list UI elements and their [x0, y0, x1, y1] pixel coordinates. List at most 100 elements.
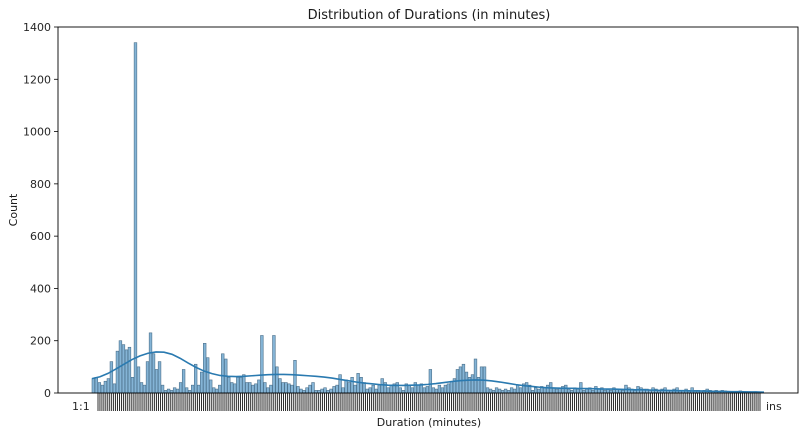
histogram-bar	[142, 384, 147, 394]
histogram-bars	[91, 42, 760, 394]
histogram-bar	[178, 382, 183, 394]
histogram-bar	[260, 335, 264, 394]
histogram-bar	[145, 361, 150, 394]
histogram-bar	[248, 382, 252, 394]
histogram-bar	[374, 388, 378, 394]
histogram-bar	[181, 369, 186, 394]
histogram-bar	[524, 382, 529, 394]
histogram-bar	[503, 388, 508, 394]
histogram-bar	[191, 384, 195, 394]
histogram-bar	[299, 388, 303, 394]
histogram-bar	[91, 378, 96, 394]
histogram-bar	[567, 388, 571, 394]
histogram-bar	[347, 382, 351, 394]
histogram-bar	[293, 360, 297, 394]
x-tick-label-left: 1:1	[72, 400, 90, 413]
histogram-bar	[209, 379, 213, 394]
histogram-bar	[368, 387, 372, 394]
histogram-bar	[194, 363, 198, 394]
histogram-bar	[175, 388, 180, 394]
histogram-bar	[416, 384, 420, 394]
y-axis-ticks: 0 200 400 600 800 1000 1200 1400	[23, 21, 58, 400]
histogram-bar	[437, 384, 442, 394]
histogram-bar	[160, 384, 165, 394]
histogram-bar	[362, 382, 366, 394]
histogram-bar	[172, 387, 177, 394]
histogram-bar	[203, 343, 207, 394]
histogram-bar	[461, 363, 466, 394]
histogram-bar	[543, 387, 547, 394]
histogram-bar	[124, 349, 129, 394]
histogram-bar	[515, 384, 520, 394]
histogram-bar	[148, 332, 153, 394]
histogram-bar	[380, 378, 384, 394]
histogram-bar	[133, 42, 138, 394]
histogram-bar	[464, 371, 469, 394]
histogram-bar	[534, 387, 538, 394]
histogram-bar	[485, 387, 490, 394]
y-tick-label: 1400	[23, 21, 51, 34]
y-tick-label: 0	[44, 387, 51, 400]
histogram-bar	[100, 384, 105, 394]
histogram-bar	[440, 387, 445, 394]
histogram-bar	[425, 386, 430, 394]
y-tick-label: 200	[30, 335, 51, 348]
histogram-bar	[395, 382, 399, 394]
histogram-bar	[338, 374, 342, 394]
histogram-bar	[353, 384, 357, 394]
histogram-bar	[296, 386, 300, 394]
histogram-bar	[428, 369, 433, 394]
histogram-bar	[305, 387, 309, 394]
histogram-bar	[151, 353, 156, 394]
histogram-bar	[434, 388, 439, 394]
histogram-bar	[407, 384, 411, 394]
histogram-bar	[365, 388, 369, 394]
histogram-bar	[97, 382, 102, 394]
histogram-bar	[446, 383, 451, 394]
histogram-bar	[200, 371, 204, 394]
histogram-bar	[383, 382, 387, 394]
y-axis-label: Count	[7, 193, 20, 226]
y-tick-label: 600	[30, 230, 51, 243]
histogram-bar	[470, 374, 475, 394]
histogram-bar	[227, 377, 231, 394]
histogram-bar	[290, 384, 294, 394]
histogram-bar	[389, 384, 393, 394]
kde-curve-line	[91, 351, 765, 394]
histogram-bar	[166, 388, 171, 394]
histogram-bar	[555, 388, 559, 394]
histogram-bar	[230, 382, 234, 394]
histogram-bar	[106, 378, 111, 394]
histogram-bar	[284, 382, 288, 394]
histogram-bar	[109, 361, 114, 394]
histogram-bar	[275, 366, 279, 394]
histogram-bar	[311, 382, 315, 394]
histogram-bar	[410, 387, 414, 394]
histogram-bar	[263, 382, 267, 394]
histogram-bar	[272, 335, 276, 394]
histogram-bar	[386, 387, 390, 394]
histogram-bar	[184, 387, 189, 394]
histogram-bar	[585, 388, 589, 394]
histogram-bar	[121, 344, 126, 394]
y-tick-label: 400	[30, 282, 51, 295]
histogram-bar	[509, 387, 514, 394]
histogram-bar	[371, 384, 375, 394]
histogram-bar	[576, 388, 580, 394]
histogram-bar	[236, 377, 240, 394]
histogram-bar	[308, 384, 312, 394]
histogram-bar	[257, 379, 261, 394]
histogram-bar	[218, 384, 222, 394]
histogram-bar	[212, 387, 216, 394]
histogram-bar	[266, 387, 270, 394]
histogram-bar	[215, 388, 219, 394]
histogram-bar	[518, 387, 523, 394]
histogram-bar	[278, 378, 282, 394]
histogram-bar	[287, 383, 291, 394]
histogram-bar	[332, 386, 336, 394]
histogram-bar	[449, 380, 454, 394]
histogram-bar	[115, 350, 120, 394]
histogram-bar	[221, 353, 225, 394]
histogram-bar	[537, 388, 541, 394]
